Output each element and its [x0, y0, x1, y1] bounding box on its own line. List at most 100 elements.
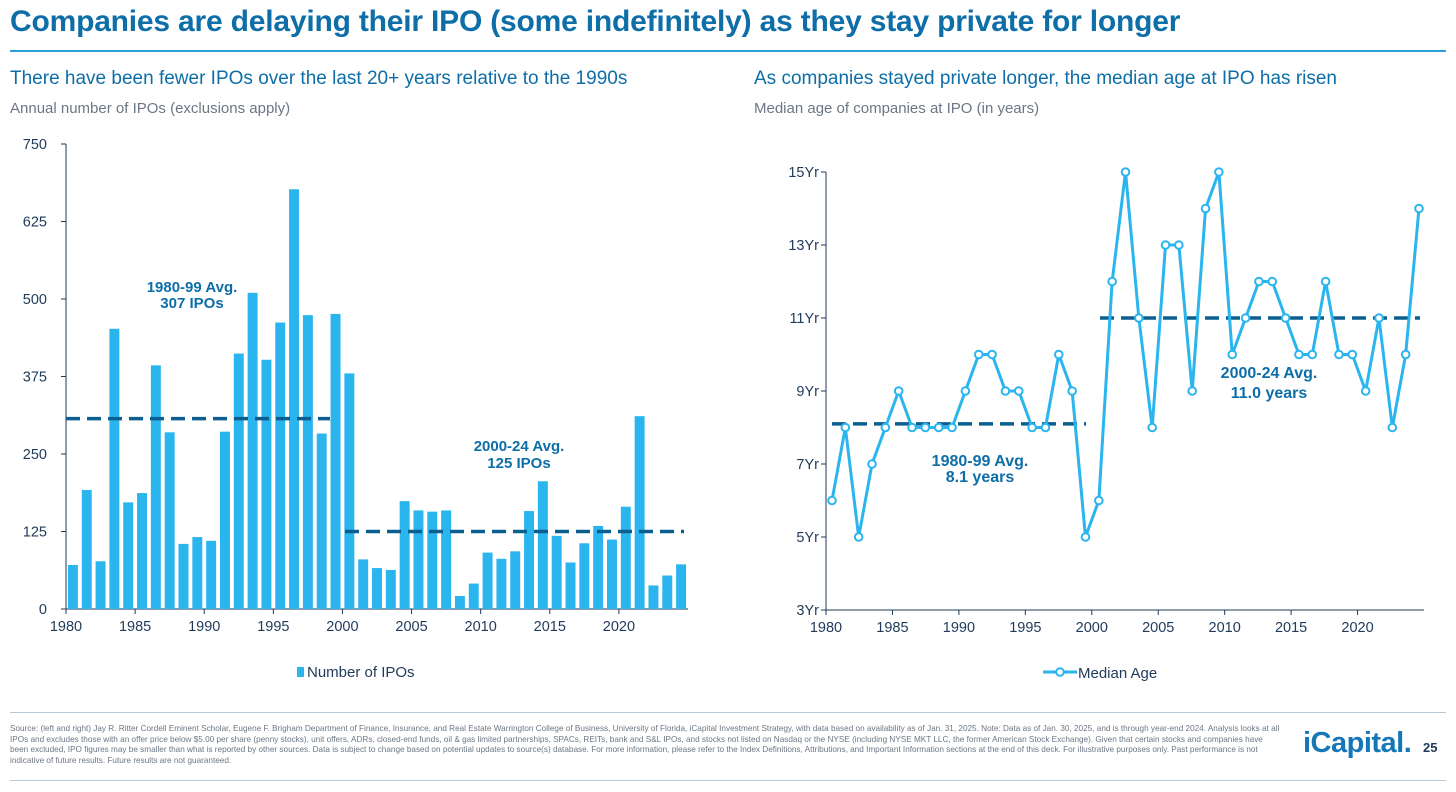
right-x-tick-label: 2015 [1275, 620, 1307, 636]
avg-label-2000-24-value: 125 IPOs [487, 455, 550, 472]
median-age-point-2013 [1267, 276, 1278, 287]
left-x-tick-label: 2005 [395, 619, 427, 635]
page-title: Companies are delaying their IPO (some i… [10, 5, 1181, 38]
right-y-tick-label: 9Yr [796, 384, 819, 400]
right-y-tick-label: 15Yr [788, 165, 819, 181]
ipo-bar-1982 [95, 561, 106, 609]
ipo-bar-1993 [247, 292, 258, 609]
left-y-tick-label: 375 [23, 370, 47, 386]
right-y-tick-label: 11Yr [789, 311, 819, 327]
ipo-bar-1980 [67, 564, 78, 609]
ipo-bar-2013 [524, 511, 535, 609]
median-age-point-2003 [1134, 313, 1144, 323]
footer-divider [10, 712, 1446, 713]
median-age-point-1985 [893, 386, 904, 396]
median-age-point-2002 [1120, 167, 1131, 177]
median-age-point-2022 [1387, 422, 1398, 433]
median-age-point-2001 [1107, 276, 1117, 287]
ipo-bar-1992 [233, 353, 244, 609]
left-x-tick-label: 2020 [603, 619, 635, 635]
ipo-bar-1985 [137, 493, 147, 609]
median-age-point-1999 [1080, 532, 1091, 542]
ipo-bar-2012 [510, 551, 521, 609]
median-age-point-1991 [973, 349, 984, 360]
footer-divider-bottom [10, 780, 1446, 781]
ipo-bar-1987 [164, 432, 175, 609]
legend-bar-label: Number of IPOs [307, 664, 415, 681]
median-age-point-1980 [827, 495, 837, 506]
ipo-bar-1991 [219, 431, 230, 609]
ipo-bar-2016 [565, 562, 576, 609]
left-y-tick-label: 0 [39, 602, 47, 618]
median-age-point-2000 [1094, 495, 1104, 506]
right-x-tick-label: 2010 [1209, 620, 1241, 636]
median-age-point-2016 [1307, 349, 1318, 360]
avg-label-age-2000-24-title: 2000-24 Avg. [1221, 365, 1318, 382]
median-age-point-1992 [987, 349, 997, 360]
right-x-tick-label: 1990 [943, 620, 975, 636]
ipo-bar-1983 [109, 328, 120, 609]
median-age-point-2009 [1214, 167, 1224, 177]
median-age-point-2010 [1227, 349, 1238, 360]
legend-line-marker [1055, 667, 1065, 677]
legend-line-label: Median Age [1078, 665, 1157, 682]
ipo-bar-2000 [344, 373, 355, 609]
left-y-tick-label: 500 [23, 292, 47, 308]
right-x-tick-label: 2005 [1142, 620, 1174, 636]
right-x-tick-label: 1980 [810, 620, 842, 636]
ipo-bar-2007 [441, 510, 452, 609]
median-age-point-2020 [1360, 386, 1371, 396]
ipo-bar-1984 [123, 502, 134, 609]
left-x-tick-label: 1985 [119, 619, 151, 635]
median-age-point-1997 [1053, 349, 1064, 360]
ipo-bar-1997 [302, 315, 313, 609]
ipo-bar-2004 [399, 501, 410, 609]
right-x-tick-label: 2020 [1341, 620, 1373, 636]
right-chart-subheading: Median age of companies at IPO (in years… [754, 100, 1040, 117]
median-age-point-1995 [1027, 422, 1037, 433]
median-age-point-2007 [1187, 386, 1198, 396]
ipo-bar-2018 [593, 525, 604, 609]
ipo-bar-1995 [275, 322, 286, 609]
median-age-point-2008 [1200, 203, 1211, 214]
median-age-point-2014 [1280, 313, 1291, 323]
ipo-bar-2017 [579, 543, 590, 609]
ipo-bar-2019 [607, 539, 617, 609]
left-x-tick-label: 2000 [326, 619, 358, 635]
median-age-point-1990 [960, 386, 971, 396]
ipo-bar-2002 [372, 568, 382, 609]
left-y-tick-label: 625 [23, 215, 47, 231]
median-age-point-2012 [1254, 276, 1264, 287]
median-age-point-1998 [1067, 386, 1077, 396]
right-y-tick-label: 5Yr [796, 530, 819, 546]
median-age-point-1982 [853, 532, 864, 542]
ipo-bar-2003 [385, 569, 396, 609]
ipo-bar-2010 [482, 552, 493, 609]
ipo-bar-2024 [676, 564, 687, 609]
legend-bar-swatch [297, 667, 304, 677]
ipo-bar-2023 [662, 575, 673, 609]
avg-label-age-2000-24-value: 11.0 years [1231, 385, 1308, 402]
ipo-bar-1989 [192, 537, 203, 609]
source-note: Source: (left and right) Jay R. Ritter C… [10, 724, 1280, 765]
avg-label-age-1980-99-value: 8.1 years [946, 469, 1015, 486]
ipo-bar-2022 [648, 585, 659, 609]
ipo-bar-1998 [316, 433, 327, 609]
left-x-tick-label: 1990 [188, 619, 220, 635]
median-age-point-2011 [1240, 313, 1251, 323]
ipo-bar-2015 [551, 535, 562, 609]
median-age-line [830, 170, 1421, 539]
right-x-tick-label: 1985 [876, 620, 908, 636]
median-age-point-2024 [1414, 203, 1424, 214]
ipo-bar-1986 [150, 365, 161, 609]
left-chart-subheading: Annual number of IPOs (exclusions apply) [10, 100, 291, 117]
median-age-point-1987 [920, 422, 931, 433]
title-divider [10, 50, 1446, 52]
right-x-tick-label: 2000 [1076, 620, 1108, 636]
left-chart-heading: There have been fewer IPOs over the last… [10, 68, 628, 89]
avg-label-1980-99-value: 307 IPOs [160, 295, 223, 312]
median-age-point-1989 [947, 422, 957, 433]
ipo-bar-1981 [81, 489, 92, 609]
right-y-tick-label: 7Yr [796, 457, 819, 473]
